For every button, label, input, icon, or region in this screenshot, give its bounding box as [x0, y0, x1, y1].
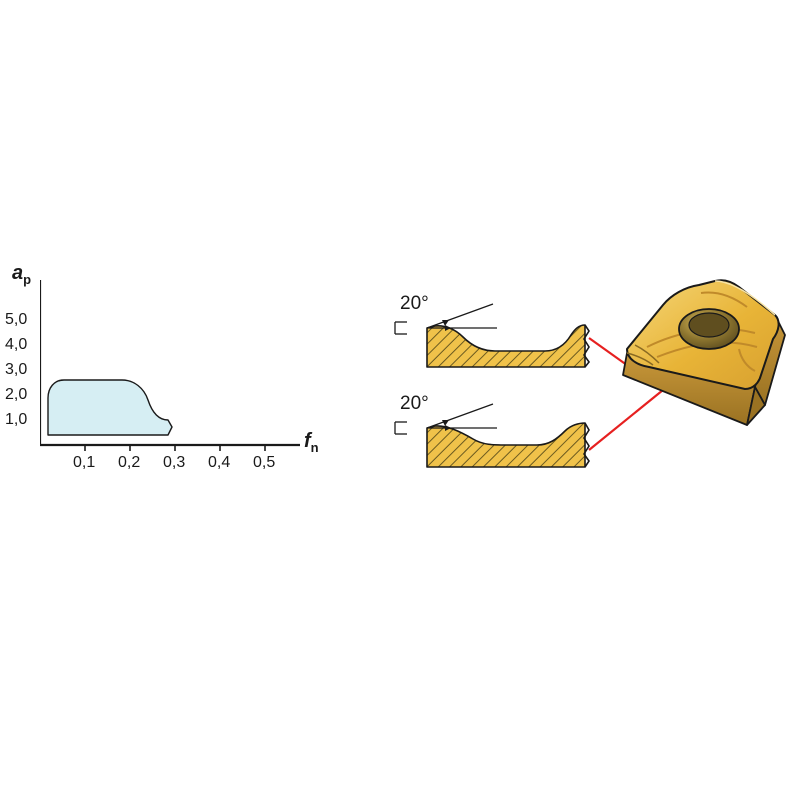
angle-label-bottom: 20°: [400, 393, 429, 415]
y-tick-label: 3,0: [5, 361, 27, 379]
y-tick-label: 4,0: [5, 336, 27, 354]
y-axis-label-sub: p: [23, 272, 31, 287]
y-tick-label: 2,0: [5, 386, 27, 404]
x-tick-label: 0,3: [163, 454, 185, 472]
x-axis-label: fn: [304, 430, 319, 455]
x-tick-label: 0,5: [253, 454, 275, 472]
y-tick-label: 1,0: [5, 411, 27, 429]
y-tick-label: 5,0: [5, 311, 27, 329]
x-axis-label-main: f: [304, 430, 311, 452]
x-tick-label: 0,1: [73, 454, 95, 472]
y-axis-label: ap: [12, 262, 31, 287]
y-axis-label-main: a: [12, 262, 23, 284]
x-tick-label: 0,4: [208, 454, 230, 472]
chart-region: [48, 380, 172, 435]
figure-canvas: ap fn 1,0 2,0 3,0 4,0 5,0 0,1 0,2 0,3 0,…: [0, 0, 800, 800]
angle-label-top: 20°: [400, 293, 429, 315]
x-axis-label-sub: n: [311, 440, 319, 455]
insert-3d: [605, 275, 795, 450]
x-tick-label: 0,2: [118, 454, 140, 472]
